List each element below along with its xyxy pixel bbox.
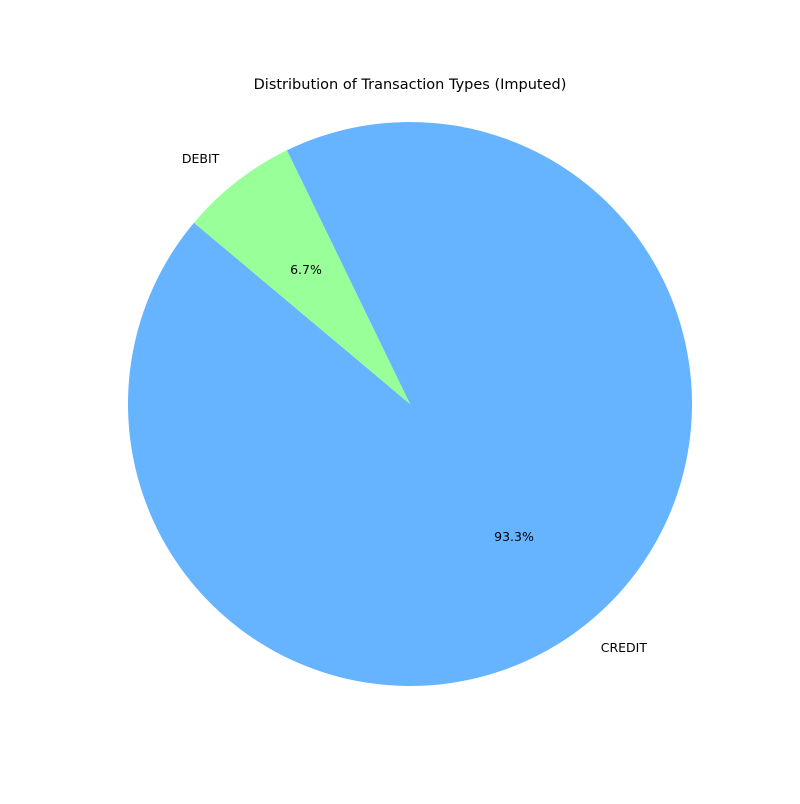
chart-title: Distribution of Transaction Types (Imput… <box>254 77 567 93</box>
pie-labels: CREDIT 93.3% DEBIT 6.7% <box>182 151 647 655</box>
slice-label-debit: DEBIT <box>182 151 220 166</box>
pie-slice-debit <box>193 150 410 404</box>
percent-label-debit: 6.7% <box>290 262 322 277</box>
pie-slices <box>127 122 692 686</box>
pie-slice-credit <box>127 122 692 686</box>
percent-label-credit: 93.3% <box>494 529 534 544</box>
slice-label-credit: CREDIT <box>601 640 648 655</box>
